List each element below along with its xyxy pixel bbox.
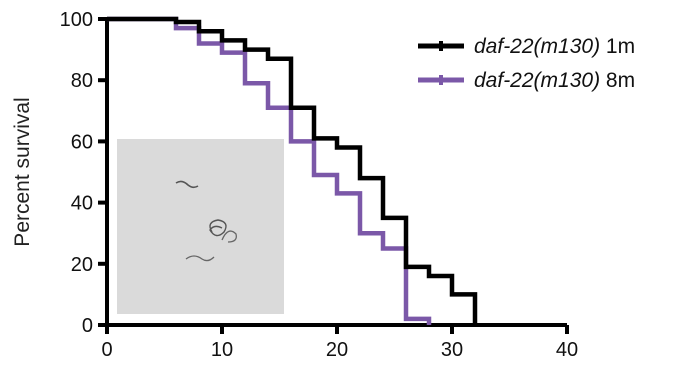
y-axis-label: Percent survival [11,97,34,246]
y-tick-label: 20 [71,254,93,276]
tick-labels: 0 20 40 60 80 100 0 10 20 30 40 [60,9,579,361]
legend-label-2: daf-22(m130) 8m [474,69,635,92]
y-tick-label: 80 [71,70,93,92]
legend-label-age: 1m [600,35,635,58]
series-line-1 [107,16,478,325]
y-tick-label: 40 [71,193,93,215]
y-tick-label: 60 [71,131,93,153]
x-tick-label: 30 [441,339,463,361]
legend-label-age: 8m [600,69,635,92]
legend-label-genotype: daf-22(m130) [474,69,600,92]
x-tick-label: 10 [211,339,233,361]
y-tick-label: 100 [60,9,93,31]
worm-micrograph-inset [117,139,284,314]
legend-label-genotype: daf-22(m130) [474,35,600,58]
x-tick-label: 40 [556,339,578,361]
series-line-2 [107,16,432,325]
x-tick-label: 0 [101,339,112,361]
legend-label-1: daf-22(m130) 1m [474,35,635,58]
series-layer [107,16,478,325]
y-tick-label: 0 [82,315,93,337]
x-tick-label: 20 [326,339,348,361]
